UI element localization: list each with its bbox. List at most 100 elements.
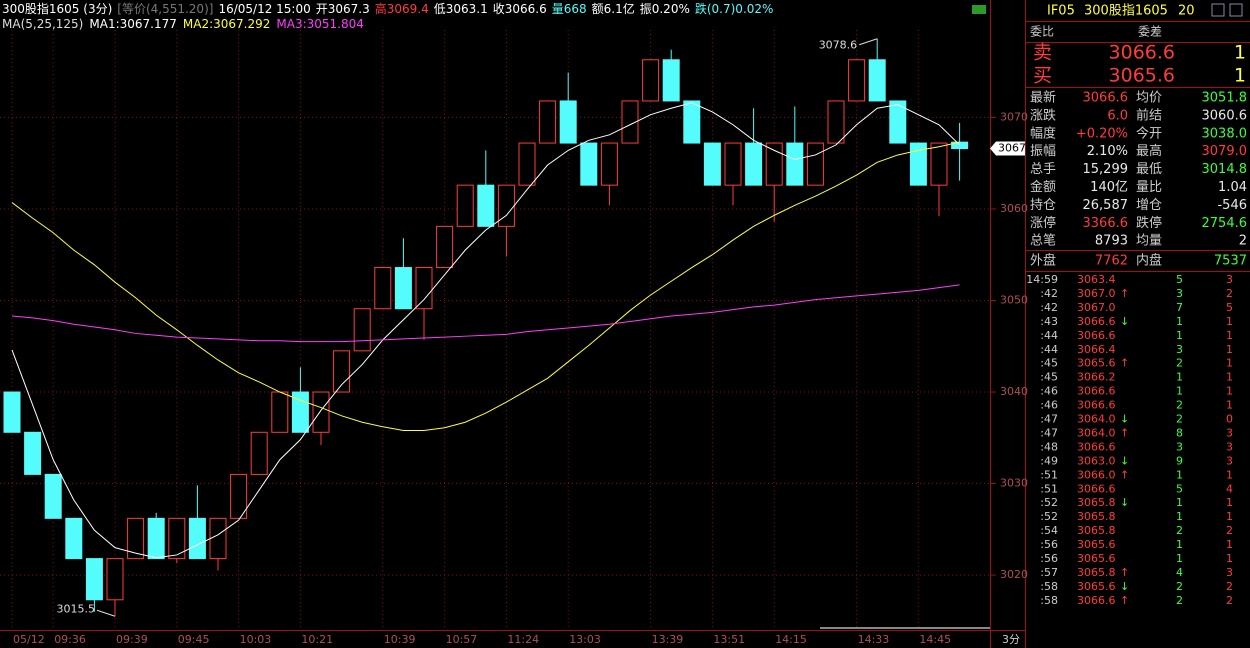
header-item: 振0.20%	[640, 2, 690, 16]
tick-count: 3	[1226, 440, 1233, 453]
tick-time: :54	[1040, 524, 1058, 537]
stat-value: -546	[1217, 198, 1247, 213]
stat-value: 15,299	[1083, 162, 1129, 177]
stat-label: 今开	[1136, 125, 1162, 141]
tick-time: :46	[1040, 399, 1058, 412]
tick-time: :51	[1040, 482, 1058, 495]
candle-body	[353, 308, 371, 352]
stat-label: 前结	[1136, 107, 1162, 123]
tick-vol: 1	[1176, 496, 1183, 509]
ma-line	[11, 284, 960, 343]
tick-vol: 7	[1176, 301, 1183, 314]
order-label: 卖	[1033, 42, 1052, 64]
candle-body	[209, 517, 227, 560]
x-tick-label: 10:57	[446, 633, 478, 646]
tick-count: 1	[1226, 329, 1233, 342]
candle-body	[765, 142, 783, 186]
stat-label: 金额	[1030, 179, 1056, 195]
tick-count: 2	[1226, 524, 1233, 537]
tick-time: :44	[1040, 343, 1058, 356]
x-tick-label: 13:39	[652, 633, 684, 646]
tick-count: 5	[1226, 301, 1233, 314]
last-price-label: 3067	[998, 142, 1026, 155]
tick-vol: 1	[1176, 371, 1183, 384]
stat-label: 跌停	[1136, 215, 1162, 231]
ma-line	[11, 102, 960, 559]
outer-cell: 7762	[1095, 254, 1128, 269]
stat-value: +0.20%	[1076, 126, 1128, 141]
candle-body	[539, 100, 557, 144]
stat-label: 幅度	[1030, 125, 1056, 141]
tick-vol: 9	[1176, 454, 1183, 467]
x-tick-label: 13:51	[713, 633, 745, 646]
tick-time: :56	[1040, 552, 1058, 565]
tick-vol: 2	[1176, 524, 1183, 537]
stat-label: 量比	[1136, 180, 1162, 195]
stat-value: 8793	[1095, 234, 1128, 249]
tick-dir: ↑	[1120, 594, 1129, 607]
tick-price: 3066.4	[1077, 343, 1116, 356]
tick-time: :58	[1040, 594, 1058, 607]
name: 300股指1605	[1084, 4, 1168, 19]
x-unit: 3分	[1002, 633, 1020, 646]
stat-value: 3060.6	[1202, 108, 1248, 123]
x-tick-label: 14:33	[858, 633, 890, 646]
tick-time: :58	[1040, 580, 1058, 593]
x-tick-label: 09:39	[116, 633, 148, 646]
candle-body	[85, 558, 103, 601]
header-item: 量668	[552, 2, 587, 16]
tick-price: 3066.6	[1077, 329, 1116, 342]
stat-label: 最新	[1030, 90, 1056, 106]
candle-body	[456, 184, 474, 227]
y-tick-label: 3030	[1000, 477, 1028, 490]
stat-label: 涨停	[1030, 215, 1056, 231]
tick-price: 3065.8	[1077, 496, 1116, 509]
tick-count: 2	[1226, 580, 1233, 593]
tick-price: 3065.6	[1077, 552, 1116, 565]
tick-price: 3067.0	[1077, 287, 1116, 300]
candle-body	[745, 142, 763, 186]
header-item: 开3067.3	[316, 2, 370, 16]
candle-body	[930, 142, 948, 186]
candle-body	[250, 431, 268, 475]
candle-body	[848, 59, 866, 102]
tick-price: 3065.6	[1077, 357, 1116, 370]
candle-body	[44, 473, 62, 519]
stat-value: 3051.8	[1202, 91, 1248, 106]
tick-price: 3063.0	[1077, 454, 1116, 467]
tick-time: :48	[1040, 440, 1058, 453]
tick-time: :49	[1040, 454, 1058, 467]
low-label: 3015.5	[57, 602, 96, 615]
stat-label: 总笔	[1030, 233, 1056, 249]
legend-entry: MA2:3067.292	[183, 17, 271, 31]
stat-value: 3066.6	[1083, 91, 1129, 106]
stat-value: 3079.0	[1202, 144, 1248, 159]
tick-vol: 5	[1176, 482, 1183, 495]
toolbar-icons	[972, 3, 1243, 17]
stat-label: 最低	[1136, 162, 1162, 177]
tick-vol: 2	[1176, 413, 1183, 426]
tick-time: :47	[1040, 413, 1058, 426]
candle-body	[127, 517, 145, 560]
header-item: 16/05/12 15:00	[218, 2, 310, 16]
candle-body	[374, 267, 392, 310]
candle-body	[106, 558, 124, 601]
candle-body	[394, 267, 412, 310]
order-vol: 1	[1234, 65, 1246, 87]
stat-label: 最高	[1136, 143, 1162, 159]
candle-body	[436, 225, 454, 269]
candle-body	[188, 517, 206, 560]
tick-price: 3063.4	[1077, 273, 1116, 286]
last-price-tag	[990, 141, 1025, 156]
candle-body	[3, 391, 21, 433]
y-tick-label: 3020	[1000, 568, 1028, 581]
x-tick-label: 13:03	[569, 633, 601, 646]
indicator: MA(5,25,125)	[2, 17, 83, 31]
tick-dir: ↓	[1120, 315, 1129, 328]
stat-value: 26,587	[1083, 198, 1129, 213]
tick-count: 1	[1226, 343, 1233, 356]
tick-vol: 1	[1176, 468, 1183, 481]
stat-label: 持仓	[1030, 198, 1056, 213]
tick-time: 14:59	[1026, 273, 1058, 286]
